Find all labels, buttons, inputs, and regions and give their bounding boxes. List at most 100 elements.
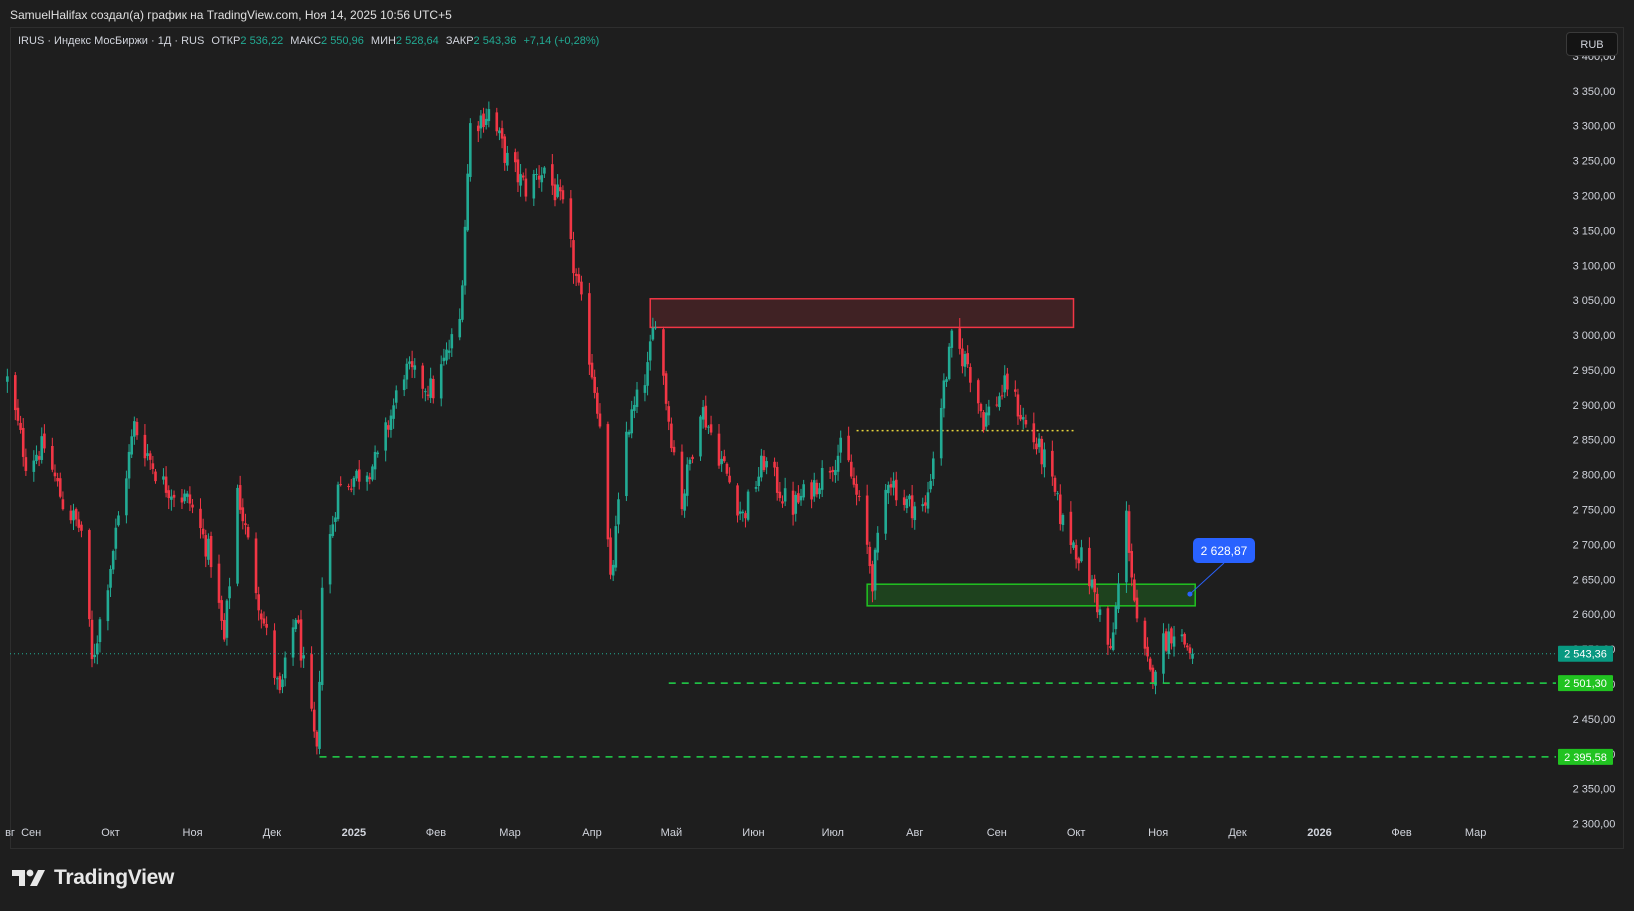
candle <box>775 466 779 493</box>
candle <box>791 490 795 515</box>
candle <box>447 350 451 353</box>
candle <box>254 538 258 594</box>
candle <box>1019 414 1022 420</box>
candle <box>646 362 649 386</box>
candle <box>1183 633 1186 645</box>
open-label: ОТКР <box>211 35 241 47</box>
candle <box>53 472 57 477</box>
x-tick-label: 2025 <box>342 827 366 839</box>
candle <box>738 511 742 514</box>
y-tick-label: 2 900,00 <box>1573 400 1616 412</box>
x-tick-label: Фев <box>426 827 446 839</box>
callout-pointer <box>1189 562 1225 595</box>
candle <box>260 613 263 620</box>
candle <box>969 367 972 383</box>
candle <box>1088 547 1091 587</box>
candle <box>1080 547 1083 562</box>
candle <box>947 346 951 380</box>
candle <box>836 455 840 472</box>
level-price-label: 2 501,30 <box>1564 678 1607 690</box>
candle <box>535 174 538 176</box>
last-price-label: 2 543,36 <box>1564 649 1607 661</box>
candle <box>688 459 692 465</box>
x-tick-label: Мар <box>1465 827 1487 839</box>
candle <box>725 463 729 474</box>
candle <box>1056 493 1059 495</box>
candle <box>543 167 546 174</box>
candle <box>1024 420 1028 425</box>
candle <box>709 424 713 433</box>
candle <box>905 499 909 509</box>
candle <box>56 477 59 482</box>
candle <box>720 458 723 465</box>
candle <box>1191 653 1194 659</box>
candle <box>106 590 110 622</box>
horizontal-levels[interactable] <box>10 653 1556 758</box>
y-tick-label: 2 950,00 <box>1573 365 1616 377</box>
candle <box>847 435 850 461</box>
candle <box>667 406 671 422</box>
currency-button[interactable]: RUB <box>1566 32 1618 56</box>
candle <box>484 118 488 125</box>
candle <box>1170 628 1173 644</box>
candle <box>476 125 480 132</box>
drawings[interactable] <box>649 298 1196 607</box>
candle <box>117 515 120 526</box>
candle <box>191 504 194 508</box>
candle <box>51 446 54 470</box>
tradingview-logo[interactable]: TradingView <box>12 866 174 890</box>
candle <box>69 510 73 521</box>
candle <box>402 379 406 391</box>
candle <box>1151 667 1155 683</box>
candle <box>387 425 390 430</box>
candle <box>225 600 229 638</box>
candle <box>320 587 324 685</box>
last-price-label-bg <box>1558 645 1613 662</box>
candle <box>111 551 115 570</box>
y-tick-label: 3 150,00 <box>1573 225 1616 237</box>
candle <box>672 446 676 453</box>
candle <box>426 394 430 396</box>
candle <box>887 484 890 494</box>
candle <box>625 431 628 497</box>
candle <box>96 643 99 655</box>
candle <box>1043 449 1046 468</box>
y-tick-label: 3 350,00 <box>1573 86 1616 98</box>
candle <box>648 341 652 361</box>
candle <box>654 327 657 329</box>
candle <box>598 413 602 427</box>
candle <box>998 396 1001 408</box>
y-tick-label: 3 250,00 <box>1573 156 1616 168</box>
candle <box>336 484 340 520</box>
candle <box>1090 579 1094 588</box>
candle <box>479 115 483 129</box>
candle <box>635 389 639 407</box>
candle <box>21 427 25 457</box>
candle <box>318 681 321 749</box>
candle <box>924 502 927 506</box>
candle <box>376 452 380 455</box>
y-tick-label: 2 650,00 <box>1573 574 1616 586</box>
candle <box>349 488 353 490</box>
candle <box>238 485 242 510</box>
candle <box>551 164 554 186</box>
candle <box>524 178 528 197</box>
candle <box>410 361 414 368</box>
candle <box>670 423 673 449</box>
candle <box>849 461 853 477</box>
candle <box>855 483 858 495</box>
candle <box>236 487 239 584</box>
candle <box>707 426 710 428</box>
chart-frame[interactable] <box>10 27 1624 849</box>
candle <box>553 184 557 201</box>
candle <box>902 497 906 505</box>
symbol-name[interactable]: IRUS · Индекс МосБиржи · 1Д · RUS <box>18 35 205 47</box>
candle <box>865 495 869 545</box>
candle <box>1133 579 1136 601</box>
candle <box>979 404 983 412</box>
candle <box>1040 438 1044 465</box>
candle <box>609 537 612 575</box>
candle <box>945 379 948 382</box>
candle <box>894 479 898 501</box>
